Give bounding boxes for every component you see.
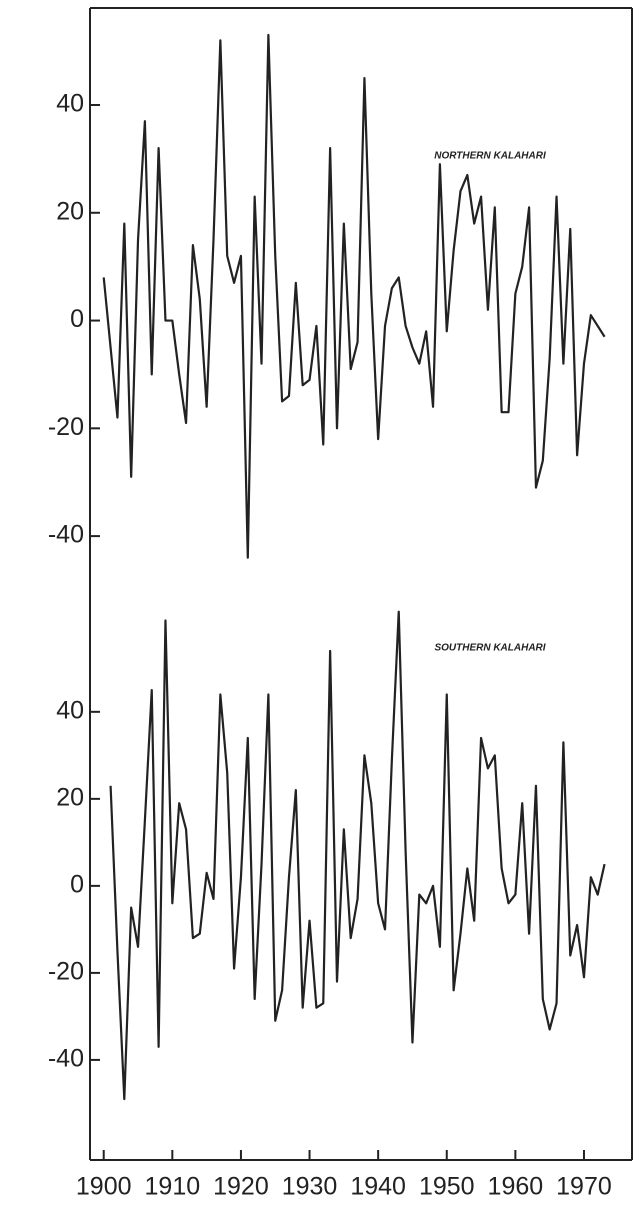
data-line (109, 610, 606, 1101)
y-tick-label: -40 (48, 1045, 84, 1073)
y-tick-label: -40 (48, 521, 84, 549)
y-tick-label: 20 (56, 197, 84, 225)
panel-annotation: SOUTHERN KALAHARI (434, 643, 545, 654)
x-tick-label: 1920 (213, 1173, 269, 1201)
y-tick-label: 0 (70, 870, 84, 898)
y-tick-label: 40 (56, 90, 84, 118)
y-tick-label: 0 (70, 305, 84, 333)
x-tick-label: 1930 (282, 1173, 338, 1201)
x-tick-label: 1950 (419, 1173, 475, 1201)
x-tick-label: 1940 (350, 1173, 406, 1201)
y-tick-label: -20 (48, 413, 84, 441)
x-tick-label: 1900 (76, 1173, 132, 1201)
y-tick-label: 20 (56, 783, 84, 811)
y-tick-label: -20 (48, 958, 84, 986)
data-line (102, 33, 606, 559)
x-tick-label: 1960 (488, 1173, 544, 1201)
y-tick-label: 40 (56, 696, 84, 724)
panel-annotation: NORTHERN KALAHARI (434, 151, 546, 162)
x-tick-label: 1910 (145, 1173, 201, 1201)
x-tick-label: 1970 (556, 1173, 612, 1201)
